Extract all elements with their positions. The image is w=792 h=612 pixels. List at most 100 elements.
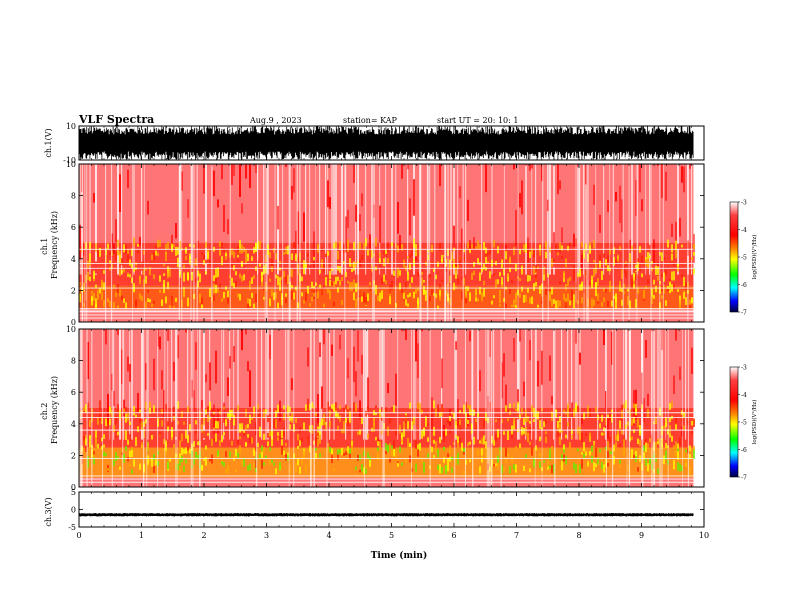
- spectrogram-emission: [121, 258, 123, 266]
- spectrogram-emission: [249, 280, 251, 290]
- spectrogram-emission: [661, 273, 663, 277]
- spectrogram-emission: [443, 254, 445, 258]
- spectrogram-emission: [489, 271, 491, 279]
- spectrogram-emission: [393, 448, 395, 457]
- spectrogram-emission: [685, 297, 687, 305]
- spectrogram-emission: [309, 445, 311, 453]
- spectrogram-emission: [227, 412, 229, 419]
- spectrogram-emission: [321, 419, 323, 426]
- spectrogram-speckle: [245, 329, 247, 335]
- spectrogram-emission: [439, 439, 441, 444]
- spectrogram-emission: [375, 436, 377, 441]
- spectrogram-speckle: [285, 164, 287, 167]
- spectrogram-emission: [683, 411, 685, 418]
- spectrogram-emission: [469, 404, 471, 410]
- spectrogram-emission: [505, 447, 507, 457]
- spectrogram-emission: [189, 243, 191, 247]
- spectrogram-emission: [487, 261, 489, 264]
- spectrogram-emission: [603, 464, 605, 473]
- spectrogram-speckle: [159, 336, 161, 350]
- spectrogram-emission: [653, 295, 655, 299]
- spectrogram-emission: [241, 262, 243, 268]
- spectrogram-emission: [215, 277, 217, 285]
- spectrogram-emission: [411, 247, 413, 257]
- spectrogram-emission: [365, 465, 367, 471]
- spectrogram-emission: [239, 293, 241, 301]
- spectrogram-speckle: [691, 347, 693, 375]
- spectrogram-emission: [107, 468, 109, 471]
- spectrogram-emission: [119, 289, 121, 297]
- spectrogram-emission: [93, 450, 95, 455]
- spectrogram-emission: [439, 295, 441, 301]
- spectrogram-emission: [689, 304, 691, 310]
- spectrogram-speckle: [227, 377, 229, 396]
- spectrogram-emission: [359, 242, 361, 250]
- spectrogram-emission: [441, 403, 443, 412]
- spectrogram-emission: [283, 271, 285, 278]
- spectrogram-emission: [159, 239, 161, 247]
- spectrogram-emission: [141, 421, 143, 431]
- spectrogram-emission: [167, 242, 169, 250]
- spectrogram-emission: [301, 292, 303, 297]
- spectrogram-emission: [263, 446, 265, 453]
- spectrogram-emission: [139, 275, 141, 285]
- spectrogram-emission: [187, 435, 189, 443]
- spectrogram-emission: [319, 284, 321, 288]
- spectrogram-emission: [231, 440, 233, 446]
- spectrogram-emission: [313, 292, 315, 297]
- spectrogram-speckle: [653, 239, 655, 264]
- spectrogram-gap: [141, 329, 143, 440]
- x-tick-label: 2: [201, 531, 206, 540]
- spectrogram-emission: [557, 425, 559, 433]
- spectrogram-emission: [257, 403, 259, 410]
- spectrogram-gap: [119, 329, 121, 440]
- spectrogram-emission: [333, 301, 335, 307]
- spectrogram-emission: [587, 405, 589, 413]
- spectrogram-emission: [211, 438, 213, 447]
- spectrogram-speckle: [657, 164, 659, 166]
- spectrogram-emission: [485, 441, 487, 449]
- spectrogram-emission: [635, 298, 637, 308]
- spectrogram-emission: [175, 297, 177, 302]
- spectrogram-emission: [439, 284, 441, 291]
- spectrogram-emission: [509, 267, 511, 273]
- spectrogram-emission: [85, 300, 87, 309]
- spectrogram-gap: [341, 164, 343, 275]
- spectrogram-emission: [385, 407, 387, 414]
- spectrogram-emission: [581, 241, 583, 248]
- spectrogram-emission: [117, 431, 119, 436]
- spectrogram-speckle: [661, 164, 663, 199]
- spectrogram-emission: [481, 457, 483, 463]
- spectrogram-emission: [283, 413, 285, 421]
- spectrogram-emission: [519, 414, 521, 419]
- spectrogram-gap: [485, 329, 487, 440]
- spectrogram-emission: [343, 407, 345, 414]
- spectrogram-emission: [467, 442, 469, 447]
- spectrogram-emission: [201, 464, 203, 471]
- spectrogram-emission: [107, 420, 109, 429]
- spectrogram-emission: [231, 264, 233, 268]
- spectrogram-emission: [127, 413, 129, 421]
- spectrogram-emission: [613, 444, 615, 452]
- spectrogram-emission: [627, 288, 629, 292]
- spectrogram-speckle: [405, 329, 407, 341]
- spectrogram-emission: [393, 405, 395, 413]
- spectrogram-emission: [683, 452, 685, 461]
- spectrogram-emission: [333, 243, 335, 249]
- spectrogram-emission: [329, 279, 331, 287]
- ch2-spectrogram-ylabel: ch.2 Frequency (kHz): [40, 376, 59, 444]
- spectrogram-speckle: [361, 193, 363, 207]
- spectrogram-emission: [481, 448, 483, 456]
- spectrogram-emission: [533, 266, 535, 275]
- spectrogram-emission: [421, 430, 423, 439]
- spectrogram-gap: [141, 164, 143, 275]
- spectrogram-speckle: [505, 384, 507, 414]
- spectrogram-emission: [163, 438, 165, 445]
- spectrogram-emission: [185, 447, 187, 453]
- y-tick-label: 0: [71, 318, 76, 327]
- spectrogram-emission: [477, 450, 479, 456]
- spectrogram-emission: [681, 244, 683, 248]
- spectrogram-emission: [599, 413, 601, 417]
- spectrogram-emission: [475, 288, 477, 297]
